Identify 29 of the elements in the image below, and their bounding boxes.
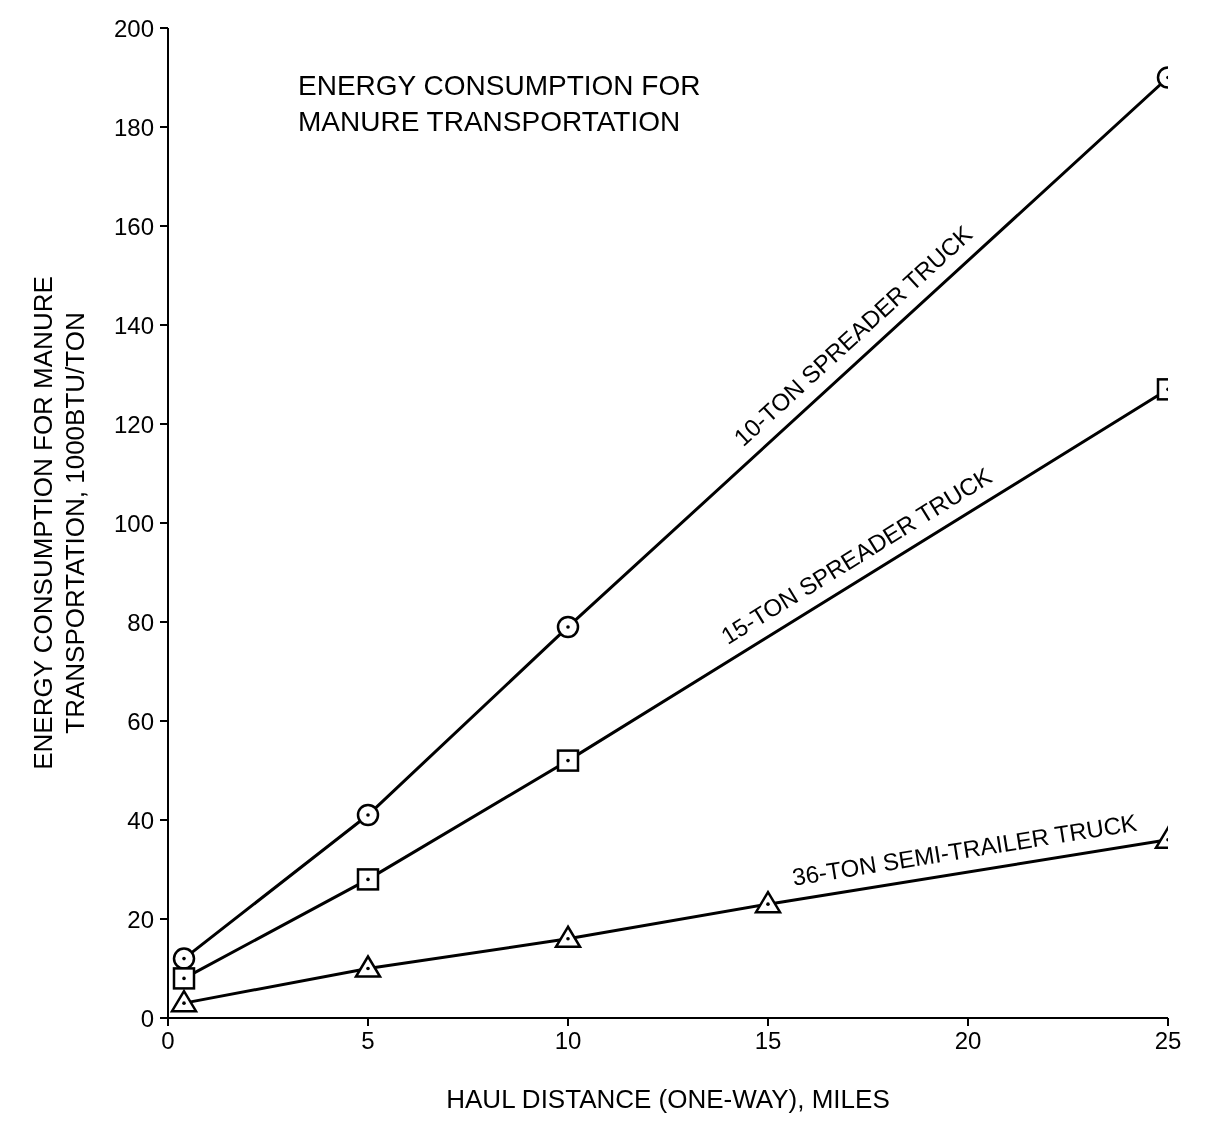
point <box>356 803 380 827</box>
y-axis-title: ENERGY CONSUMPTION FOR MANURE TRANSPORTATION, 1000BTU/TON <box>28 276 90 770</box>
x-tick-label: 20 <box>954 1027 982 1055</box>
x-tick-label: 15 <box>754 1027 782 1055</box>
y-tick-label: 40 <box>127 806 154 834</box>
x-tick-label: 0 <box>161 1027 175 1055</box>
y-tick-label: 20 <box>127 905 154 933</box>
point <box>354 955 382 978</box>
x-tick-label: 5 <box>361 1027 375 1055</box>
y-tick-label: 120 <box>113 410 154 438</box>
y-tick-label: 0 <box>140 1004 154 1032</box>
text: ENERGY CONSUMPTION FOR MANURE TRANSPORTATION <box>298 69 701 139</box>
x-tick-label: 25 <box>1154 1027 1182 1055</box>
y-tick-label: 160 <box>113 212 154 240</box>
point <box>556 749 580 772</box>
y-tick-label: 100 <box>113 509 154 537</box>
point <box>172 967 196 990</box>
point <box>356 868 380 891</box>
y-tick-label: 140 <box>113 311 154 339</box>
y-tick-label: 180 <box>113 113 154 141</box>
point <box>556 615 580 639</box>
x-axis-title: HAUL DISTANCE (ONE-WAY), MILES <box>446 1084 890 1114</box>
point <box>172 947 196 970</box>
point <box>554 925 582 949</box>
x-tick-label: 10 <box>554 1027 582 1055</box>
y-tick-label: 80 <box>127 608 154 636</box>
point <box>170 989 198 1013</box>
y-tick-label: 60 <box>127 707 154 735</box>
y-tick-label: 200 <box>113 14 154 42</box>
